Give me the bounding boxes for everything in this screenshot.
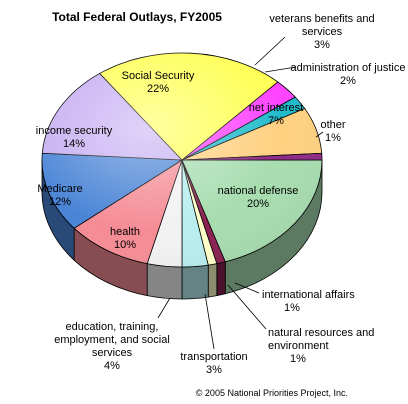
leader-natural-resources-and-environment bbox=[227, 284, 267, 330]
side-international-affairs bbox=[216, 261, 226, 297]
label-social-security: Social Security 22% bbox=[122, 70, 195, 95]
label-natural-resources-and-environment: natural resources and environment 1% bbox=[268, 327, 374, 365]
label-percent: 4% bbox=[104, 360, 120, 372]
label-administration-of-justice: administration of justice 2% bbox=[291, 62, 406, 87]
side-transportation bbox=[181, 264, 209, 300]
label-percent: 20% bbox=[247, 198, 269, 210]
label-text: administration of justice bbox=[291, 62, 406, 74]
label-text: Social Security bbox=[122, 70, 195, 82]
label-text: environment bbox=[268, 340, 329, 352]
side-education-training-employment-and-social-services bbox=[146, 263, 183, 300]
label-percent: 3% bbox=[314, 39, 330, 51]
chart-title: Total Federal Outlays, FY2005 bbox=[52, 10, 222, 24]
label-international-affairs: international affairs 1% bbox=[262, 289, 355, 314]
label-national-defense: national defense 20% bbox=[218, 185, 299, 210]
label-text: veterans benefits and bbox=[269, 13, 374, 25]
label-percent: 14% bbox=[63, 138, 85, 150]
label-percent: 12% bbox=[49, 196, 71, 208]
label-other: other 1% bbox=[320, 119, 345, 144]
label-percent: 1% bbox=[290, 353, 306, 365]
label-text: health bbox=[110, 226, 140, 238]
slice-labels: national defense 20% international affairs… bbox=[36, 13, 406, 376]
label-income-security: income security 14% bbox=[36, 125, 113, 150]
pie-tops bbox=[41, 52, 323, 268]
label-text: transportation bbox=[180, 351, 247, 363]
label-text: employment, and social bbox=[54, 334, 170, 346]
leader-transportation bbox=[204, 293, 215, 350]
label-text: services bbox=[92, 347, 133, 359]
leader-education-training-employment-and-social-services bbox=[157, 297, 171, 319]
label-percent: 2% bbox=[340, 75, 356, 87]
label-text: education, training, bbox=[66, 321, 159, 333]
label-percent: 1% bbox=[325, 132, 341, 144]
label-net-interest: net interest 7% bbox=[249, 102, 303, 127]
label-text: natural resources and bbox=[268, 327, 374, 339]
label-text: international affairs bbox=[262, 289, 355, 301]
label-text: other bbox=[320, 119, 345, 131]
leader-veterans-benefits-and-services bbox=[254, 36, 286, 66]
label-percent: 3% bbox=[206, 364, 222, 376]
leader-administration-of-justice bbox=[264, 66, 297, 73]
side-natural-resources-and-environment bbox=[207, 263, 218, 298]
label-medicare: Medicare 12% bbox=[37, 183, 82, 208]
label-percent: 7% bbox=[268, 115, 284, 127]
label-education-training-employment-and-social-services: education, training, employment, and soci… bbox=[54, 321, 170, 372]
label-veterans-benefits-and-services: veterans benefits and services 3% bbox=[269, 13, 374, 51]
label-transportation: transportation 3% bbox=[180, 351, 247, 376]
label-text: Medicare bbox=[37, 183, 82, 195]
label-text: net interest bbox=[249, 102, 303, 114]
label-percent: 1% bbox=[284, 302, 300, 314]
label-health: health 10% bbox=[110, 226, 140, 251]
leader-international-affairs bbox=[234, 282, 260, 294]
label-percent: 22% bbox=[147, 83, 169, 95]
chart-footer: © 2005 National Priorities Project, Inc. bbox=[196, 388, 348, 398]
leader-lines bbox=[157, 36, 324, 350]
label-text: national defense bbox=[218, 185, 299, 197]
label-text: services bbox=[302, 26, 343, 38]
label-text: income security bbox=[36, 125, 113, 137]
label-percent: 10% bbox=[114, 239, 136, 251]
leader-other bbox=[315, 131, 324, 138]
